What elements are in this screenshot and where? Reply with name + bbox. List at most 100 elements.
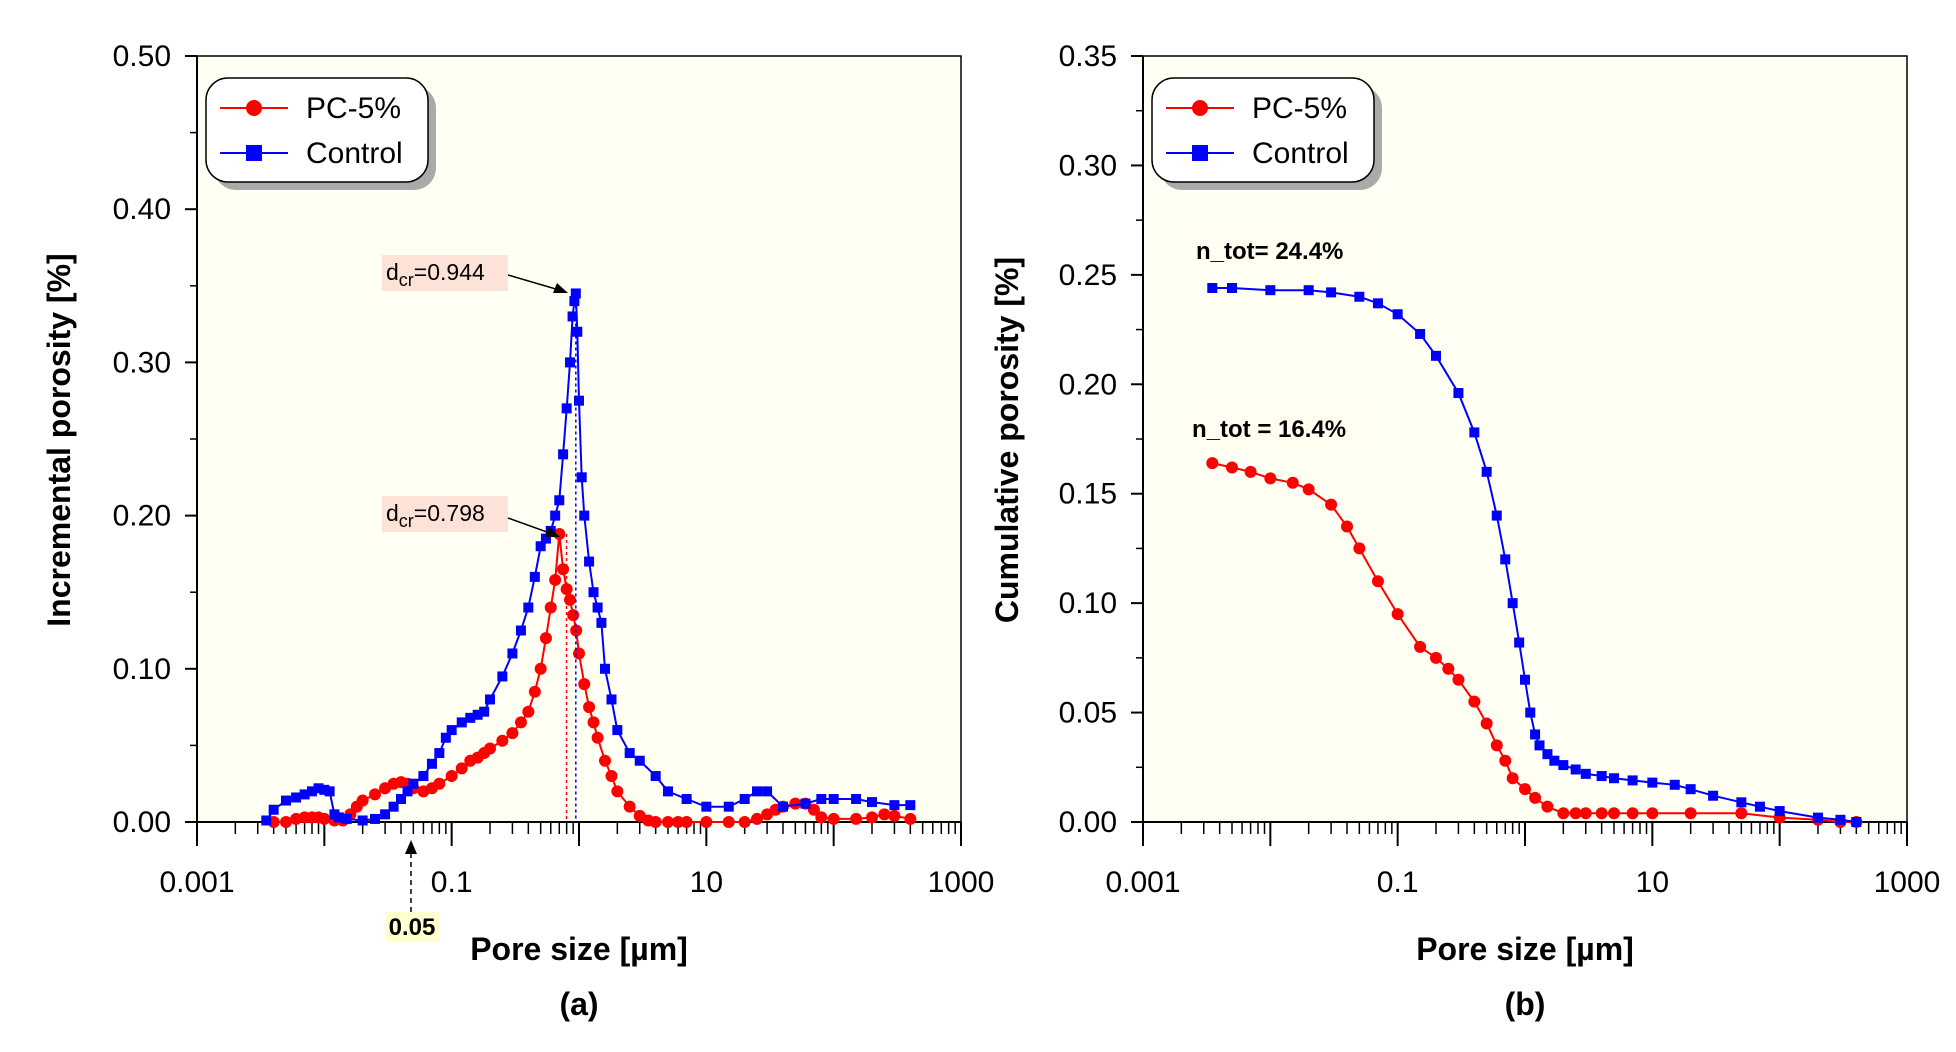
control-point <box>1736 797 1747 808</box>
pc5-point <box>700 816 713 828</box>
control-point <box>540 533 551 544</box>
control-point <box>1549 755 1560 766</box>
control-point <box>1754 801 1765 812</box>
control-point <box>565 357 576 368</box>
control-point <box>752 786 763 797</box>
pc5-point <box>605 770 618 783</box>
legend-b-pc5-marker <box>1192 100 1208 116</box>
control-point <box>497 671 508 682</box>
control-point <box>529 571 540 582</box>
pc5-point <box>722 816 735 828</box>
ntot-pc5-label: n_tot = 16.4% <box>1192 416 1346 443</box>
control-point <box>1481 466 1492 477</box>
control-point <box>1774 806 1785 817</box>
control-point <box>465 712 476 723</box>
control-point <box>472 709 483 720</box>
control-point <box>456 717 467 728</box>
control-point <box>1596 771 1607 782</box>
pc5-point <box>578 678 591 691</box>
control-point <box>380 809 391 820</box>
control-point <box>816 794 827 805</box>
control-point <box>333 812 344 823</box>
legend-b-control-label: Control <box>1252 137 1349 170</box>
pc5-point <box>1595 807 1608 820</box>
pc5-point <box>1325 498 1338 511</box>
control-point <box>479 706 490 717</box>
pc5-point <box>888 809 901 822</box>
control-point <box>515 625 526 636</box>
panel-b-tick-labels: 0.00 0.05 0.10 0.15 0.20 0.25 0.30 0.35 0.001 0.1… <box>1059 40 1941 899</box>
legend-control-label: Control <box>306 137 403 170</box>
control-point <box>306 786 317 797</box>
pc5-point <box>1608 807 1621 820</box>
y-tick-label: 0.40 <box>113 193 171 226</box>
pc5-point <box>1519 783 1531 796</box>
control-point <box>1415 328 1426 339</box>
dcr-control-box <box>382 255 508 291</box>
pc5-point <box>1684 807 1697 820</box>
panel-a-xlabel: Pore size [µm] <box>470 931 688 967</box>
pc5-point <box>1557 807 1570 820</box>
pc5-point <box>850 812 863 825</box>
legend-control-marker <box>246 145 262 161</box>
control-point <box>484 694 495 705</box>
control-point <box>426 758 437 769</box>
pc5-point <box>1735 807 1748 820</box>
panel-a-y-axis <box>185 55 198 823</box>
control-point <box>599 663 610 674</box>
dcr-pc5-box <box>382 496 508 532</box>
panel-a-ylabel: Incremental porosity [%] <box>41 253 77 626</box>
pc5-point <box>445 770 458 783</box>
dcr-pc5-d: d <box>386 500 399 526</box>
legend-b-control-marker <box>1192 145 1208 161</box>
control-point <box>440 732 451 743</box>
x-tick-label: 0.001 <box>159 866 234 899</box>
dcr-pc5-sub: cr <box>399 511 414 531</box>
panel-b-xlabel: Pore size [µm] <box>1416 931 1634 967</box>
pc5-point <box>1371 575 1384 588</box>
pc5-point <box>534 662 547 675</box>
pc5-point <box>738 816 751 828</box>
panel-b-ylabel: Cumulative porosity [%] <box>989 257 1025 623</box>
control-point <box>572 326 583 337</box>
panel-a: 0.00 0.10 0.20 0.30 0.40 0.50 0.001 0.1 10 1000 d… <box>41 40 994 1022</box>
control-point <box>1207 282 1218 293</box>
control-point <box>1669 779 1680 790</box>
panel-b-y-axis <box>1131 55 1144 823</box>
control-point <box>1708 790 1719 801</box>
pc5-point <box>496 734 509 747</box>
x-tick-label: 1000 <box>928 866 995 899</box>
control-point <box>569 296 580 307</box>
dcr-control-arrow-head <box>553 283 568 293</box>
pc5-point <box>1646 807 1659 820</box>
control-point <box>388 801 399 812</box>
control-point <box>650 771 661 782</box>
pc5-point <box>583 701 596 714</box>
control-point <box>341 813 352 824</box>
pc5-point <box>1226 461 1239 474</box>
control-point <box>1453 388 1464 399</box>
pc5-point <box>567 609 580 622</box>
control-point <box>1392 309 1403 320</box>
panel-a-legend: PC-5% Control <box>205 77 436 190</box>
control-point <box>558 449 569 460</box>
dcr-pc5-label: dcr=0.798 <box>386 500 485 531</box>
threshold-box <box>385 912 439 942</box>
control-point <box>681 794 692 805</box>
pc5-point <box>1468 695 1481 708</box>
pc5-point <box>587 716 600 729</box>
panel-b-legend: PC-5% Control <box>1151 77 1382 190</box>
pc5-point <box>1353 542 1366 555</box>
panel-b-series <box>1206 282 1863 828</box>
pc5-point <box>623 800 636 813</box>
pc5-point <box>1499 754 1512 767</box>
pc5-point <box>506 727 519 740</box>
pc5-point <box>318 812 331 825</box>
pc5-point <box>680 816 693 828</box>
x-tick-label: 10 <box>1636 866 1669 899</box>
pc5-point <box>1264 472 1277 485</box>
control-point <box>1500 554 1511 565</box>
y-tick-label: 0.15 <box>1059 478 1117 511</box>
dcr-control-value: =0.944 <box>414 259 485 285</box>
pc5-point <box>280 816 293 828</box>
